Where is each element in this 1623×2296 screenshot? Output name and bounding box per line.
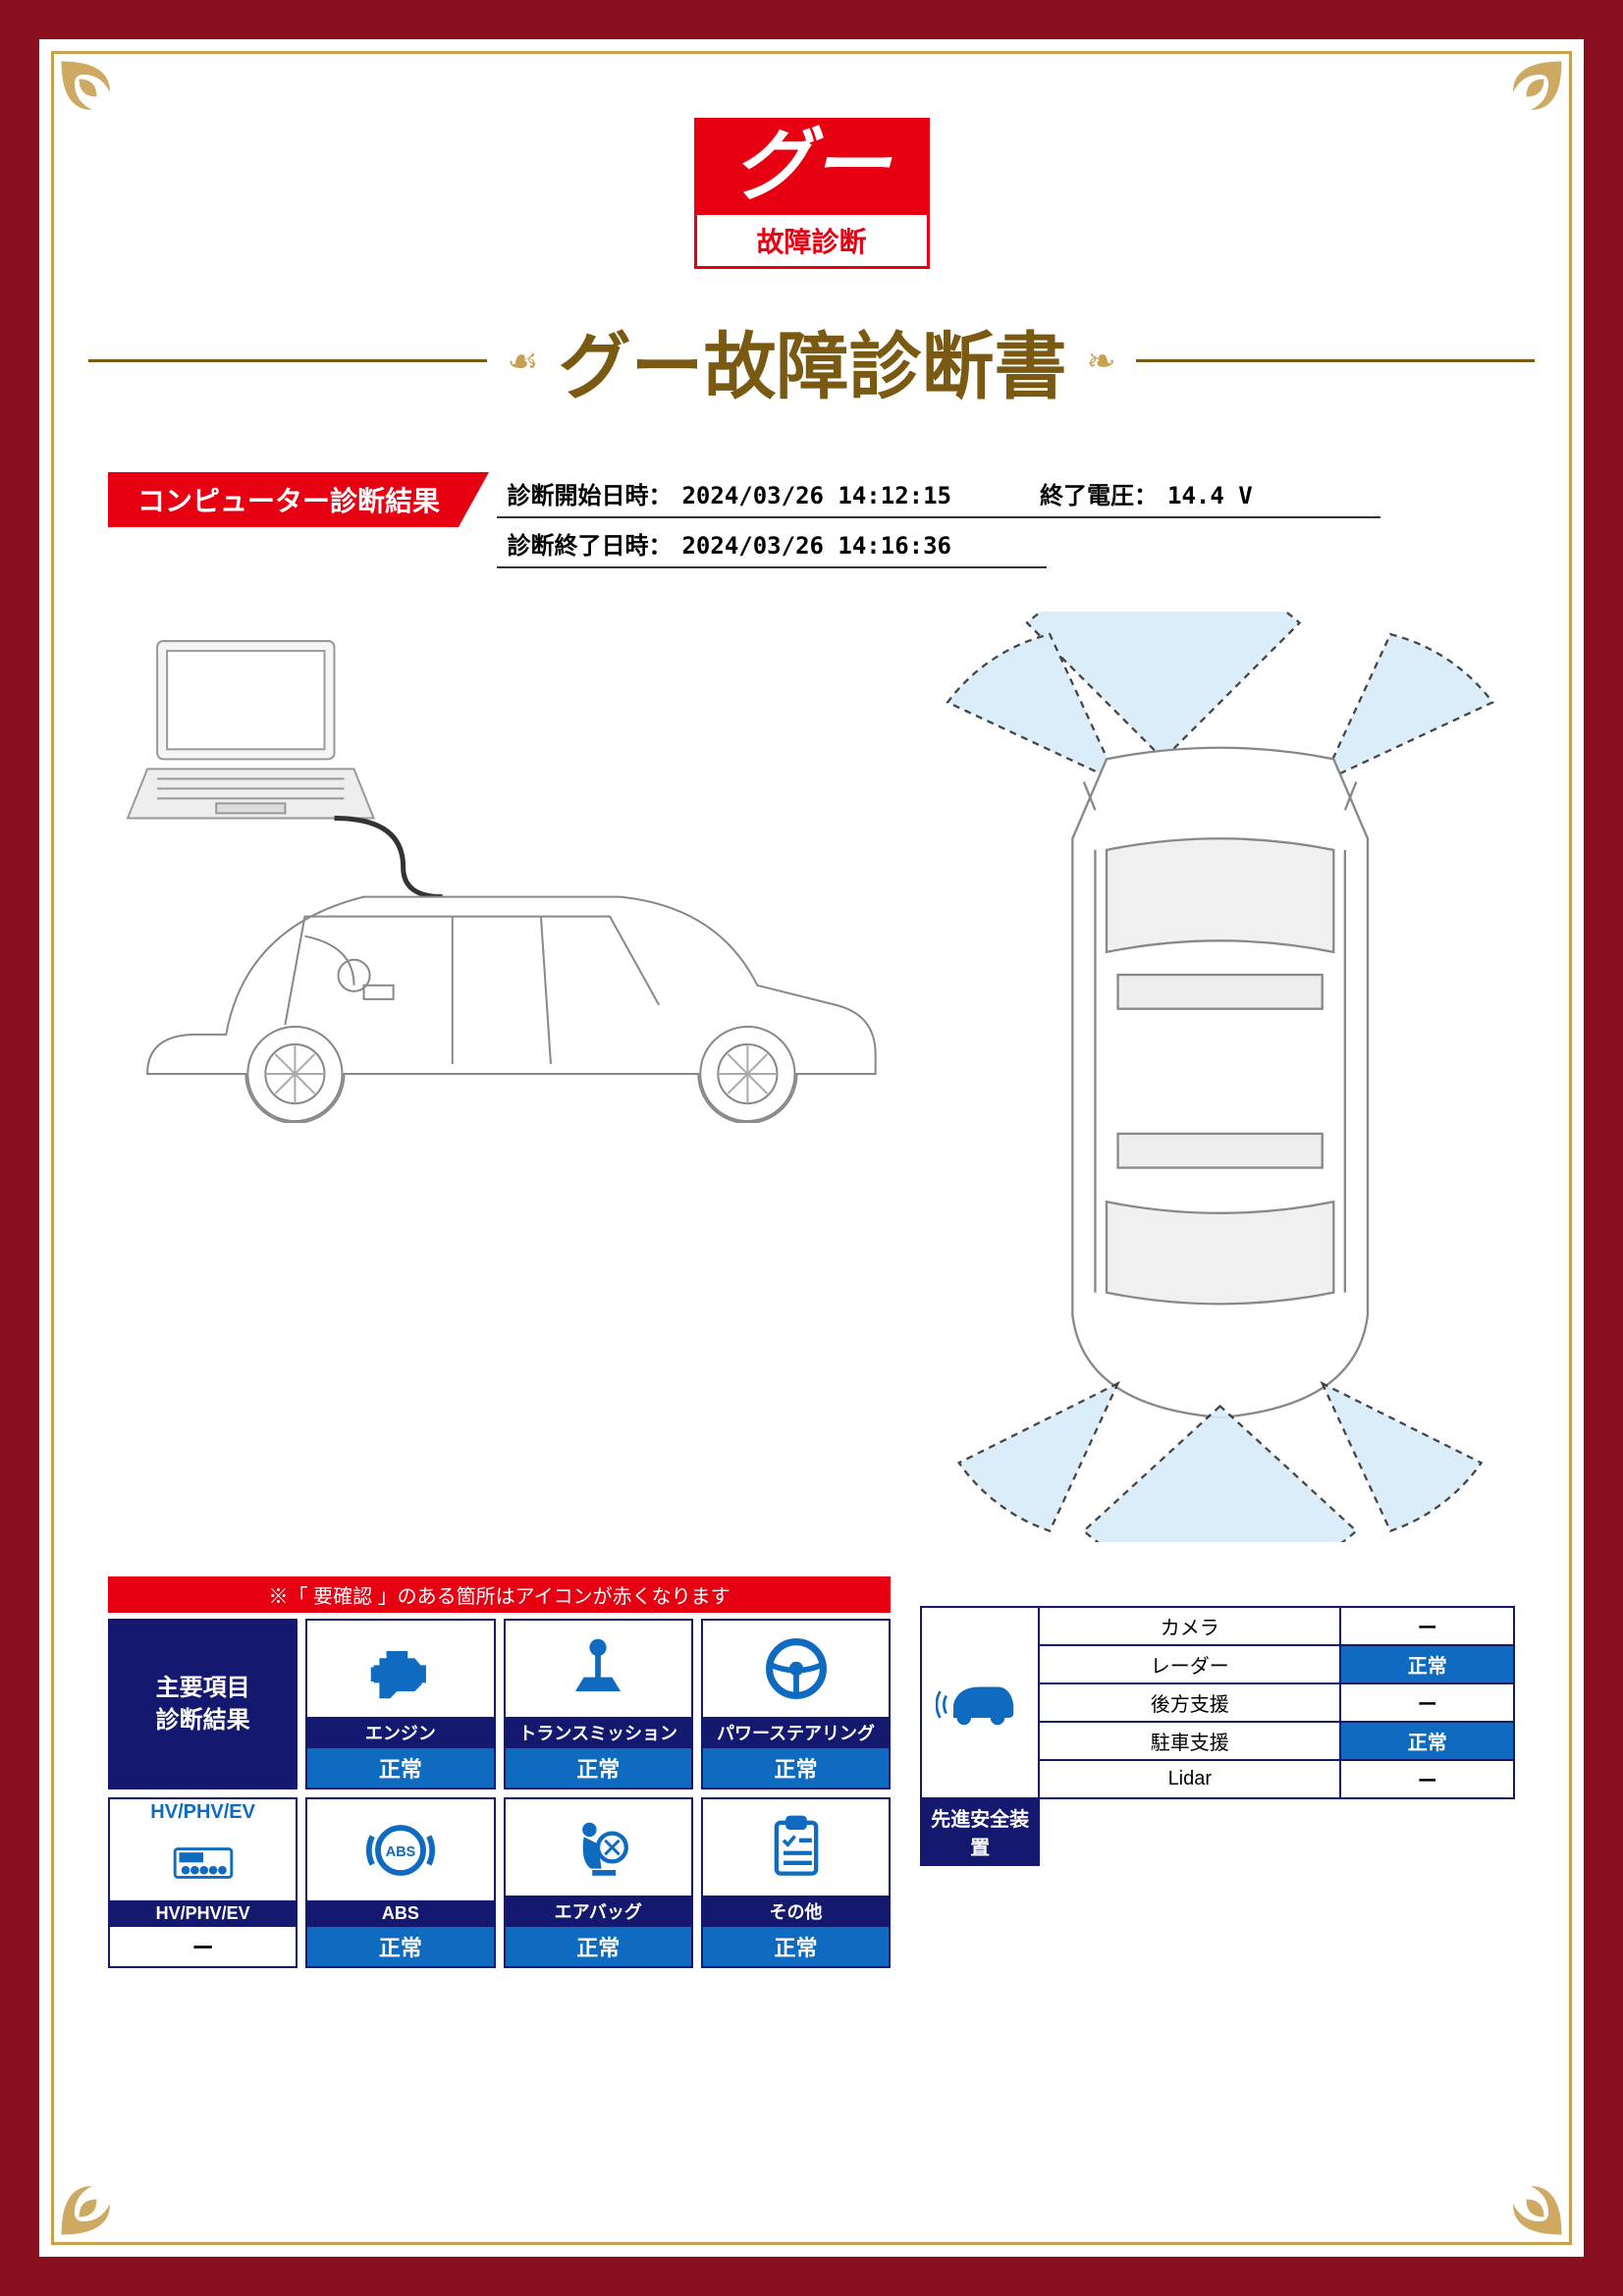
section-badge: コンピューター診断結果: [108, 472, 489, 527]
safety-row-label: 後方支援: [1039, 1683, 1340, 1722]
flourish-right-icon: ❧: [1087, 341, 1116, 382]
safety-row-status: 正常: [1340, 1645, 1514, 1683]
warning-note: ※「 要確認 」のある箇所はアイコンが赤くなります: [108, 1576, 891, 1613]
hv-status: ー: [110, 1927, 296, 1966]
safety-row-status: ー: [1340, 1760, 1514, 1798]
airbag-label: エアバッグ: [506, 1896, 691, 1927]
engine-cell: エンジン 正常: [305, 1619, 495, 1789]
transmission-status: 正常: [506, 1748, 691, 1788]
transmission-cell: トランスミッション 正常: [504, 1619, 693, 1789]
other-label: その他: [703, 1896, 889, 1927]
abs-label: ABS: [307, 1900, 493, 1927]
abs-cell: ABS ABS 正常: [305, 1797, 495, 1968]
engine-status: 正常: [307, 1748, 493, 1788]
svg-text:ABS: ABS: [386, 1843, 416, 1859]
airbag-status: 正常: [506, 1927, 691, 1966]
airbag-cell: エアバッグ 正常: [504, 1797, 693, 1968]
car-top-diagram: [925, 612, 1515, 1542]
safety-table: カメラ ー レーダー 正常 後方支援 ー 駐車支援 正常 Lidar ー: [920, 1606, 1515, 1866]
safety-row-status: 正常: [1340, 1722, 1514, 1760]
engine-icon: [307, 1621, 493, 1717]
diagnosis-info: 診断開始日時： 2024/03/26 14:12:15 終了電圧： 14.4 V…: [497, 472, 1380, 572]
hv-cell: HV/PHV/EV HV/PHV/EV ー: [108, 1797, 298, 1968]
hv-icon: HV/PHV/EV: [110, 1799, 296, 1900]
other-status: 正常: [703, 1927, 889, 1966]
abs-icon: ABS: [307, 1799, 493, 1900]
end-voltage-value: 14.4 V: [1167, 482, 1253, 509]
end-time-value: 2024/03/26 14:16:36: [681, 532, 951, 560]
brand-name: グー: [697, 121, 927, 215]
steering-label: パワーステアリング: [703, 1717, 889, 1748]
clipboard-icon: [703, 1799, 889, 1896]
brand-subtitle: 故障診断: [697, 215, 927, 266]
diagram-row: [108, 612, 1515, 1547]
end-time-label: 診断終了日時：: [507, 526, 672, 561]
main-header-cell: 主要項目 診断結果: [108, 1619, 298, 1789]
brand-logo: グー 故障診断: [694, 118, 930, 269]
start-time-value: 2024/03/26 14:12:15: [681, 482, 951, 509]
safety-row-label: カメラ: [1039, 1607, 1340, 1645]
safety-header: 先進安全装置: [921, 1798, 1039, 1865]
other-cell: その他 正常: [701, 1797, 891, 1968]
transmission-icon: [506, 1621, 691, 1717]
safety-row-label: Lidar: [1039, 1760, 1340, 1798]
safety-car-icon: [921, 1607, 1039, 1798]
steering-icon: [703, 1621, 889, 1717]
transmission-label: トランスミッション: [506, 1717, 691, 1748]
end-voltage-label: 終了電圧：: [1040, 476, 1158, 510]
section-header-row: コンピューター診断結果 診断開始日時： 2024/03/26 14:12:15 …: [88, 472, 1535, 572]
steering-status: 正常: [703, 1748, 889, 1788]
flourish-left-icon: ☙: [507, 341, 538, 382]
start-time-label: 診断開始日時：: [507, 476, 672, 510]
safety-row-label: レーダー: [1039, 1645, 1340, 1683]
abs-status: 正常: [307, 1927, 493, 1966]
hv-label: HV/PHV/EV: [110, 1900, 296, 1927]
steering-cell: パワーステアリング 正常: [701, 1619, 891, 1789]
page-title: グー故障診断書: [559, 308, 1067, 413]
title-row: ☙ グー故障診断書 ❧: [88, 308, 1535, 413]
safety-row-status: ー: [1340, 1683, 1514, 1722]
engine-label: エンジン: [307, 1717, 493, 1748]
car-side-diagram: [108, 612, 895, 1123]
airbag-icon: [506, 1799, 691, 1896]
safety-row-label: 駐車支援: [1039, 1722, 1340, 1760]
diagnosis-icon-grid: 主要項目 診断結果 エンジン 正常 トランスミッション 正常: [108, 1619, 891, 1968]
safety-row-status: ー: [1340, 1607, 1514, 1645]
